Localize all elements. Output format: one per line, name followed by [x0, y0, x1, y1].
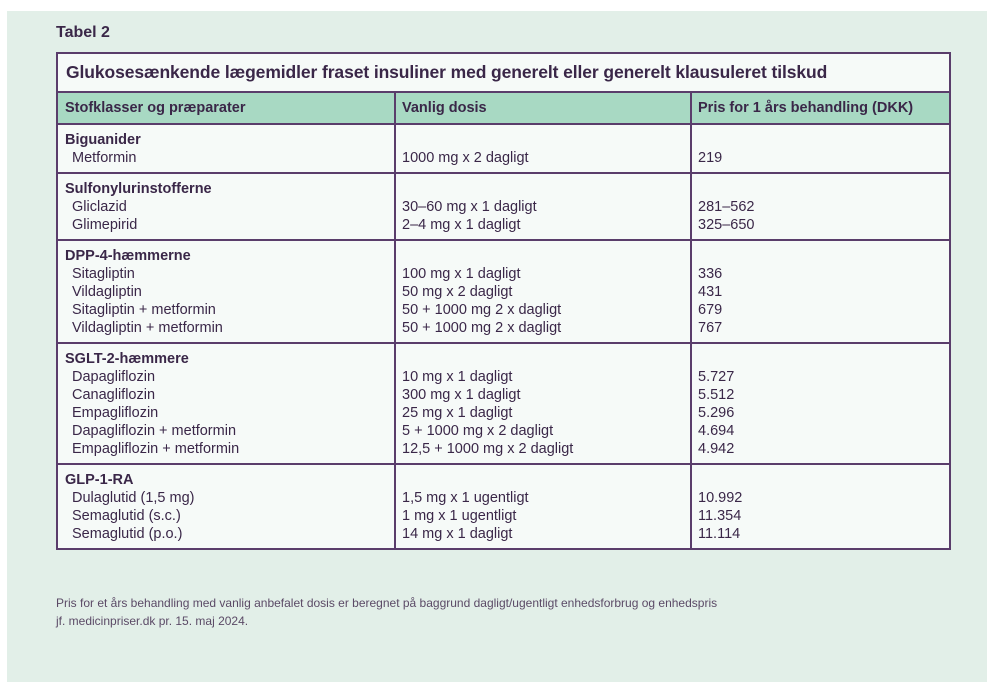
price-cell: 5.727 5.512 5.296 4.694 4.942 — [692, 344, 945, 463]
spacer — [402, 350, 690, 368]
drug-dose: 30–60 mg x 1 dagligt — [402, 199, 537, 215]
spacer — [402, 247, 690, 265]
table-header-row: Stofklasser og præparater Vanlig dosis P… — [58, 93, 949, 125]
table-group-row: GLP-1-RA Dulaglutid (1,5 mg) Semaglutid (s… — [58, 465, 949, 548]
drug-price: 5.512 — [698, 387, 735, 403]
drug-price: 5.727 — [698, 369, 735, 385]
drug-dose: 25 mg x 1 dagligt — [402, 405, 513, 421]
table-group-row: Biguanider Metformin 1000 mg x 2 dagligt 21… — [58, 125, 949, 174]
drug-price: 5.296 — [698, 405, 735, 421]
drug-price: 11.354 — [698, 508, 742, 524]
drug-name: Empagliflozin — [72, 405, 159, 421]
drug-class-name: DPP-4-hæmmerne — [65, 248, 191, 264]
drug-dose: 1,5 mg x 1 ugentligt — [402, 490, 529, 506]
spacer — [402, 180, 690, 198]
table-body: Biguanider Metformin 1000 mg x 2 dagligt 21… — [58, 125, 949, 548]
footnote-line-2: jf. medicinpriser.dk pr. 15. maj 2024. — [56, 614, 249, 628]
drug-class-name: Sulfonylurinstofferne — [65, 181, 212, 197]
drug-name: Sitagliptin + metformin — [72, 302, 216, 318]
price-cell: 336 431 679 767 — [692, 241, 945, 342]
drug-price: 679 — [698, 302, 723, 318]
price-cell: 281–562 325–650 — [692, 174, 945, 239]
drug-price: 325–650 — [698, 217, 755, 233]
spacer — [698, 471, 945, 489]
drug-name: Glimepirid — [72, 217, 138, 233]
drug-name: Vildagliptin — [72, 284, 142, 300]
table-group-row: Sulfonylurinstofferne Gliclazid Glimepirid… — [58, 174, 949, 241]
spacer — [698, 180, 945, 198]
drug-class-name: SGLT-2-hæmmere — [65, 351, 189, 367]
drug-price: 431 — [698, 284, 723, 300]
column-header-price: Pris for 1 års behandling (DKK) — [698, 100, 914, 116]
dose-cell: 10 mg x 1 dagligt 300 mg x 1 dagligt 25 mg… — [396, 344, 692, 463]
drug-dose: 5 + 1000 mg x 2 dagligt — [402, 423, 554, 439]
table-group-row: DPP-4-hæmmerne Sitagliptin Vildagliptin Sit… — [58, 241, 949, 344]
drug-dose: 50 + 1000 mg 2 x dagligt — [402, 320, 562, 336]
class-cell: GLP-1-RA Dulaglutid (1,5 mg) Semaglutid (s… — [58, 465, 396, 548]
drug-dose: 12,5 + 1000 mg x 2 dagligt — [402, 441, 574, 457]
class-cell: Sulfonylurinstofferne Gliclazid Glimepirid — [58, 174, 396, 239]
drug-dose: 100 mg x 1 dagligt — [402, 266, 521, 282]
drug-dose: 1000 mg x 2 dagligt — [402, 150, 529, 166]
dose-cell: 1000 mg x 2 dagligt — [396, 125, 692, 172]
drug-price: 767 — [698, 320, 723, 336]
drug-name: Gliclazid — [72, 199, 127, 215]
spacer — [402, 131, 690, 149]
drug-class-name: GLP-1-RA — [65, 472, 134, 488]
class-cell: SGLT-2-hæmmere Dapagliflozin Canagliflozin… — [58, 344, 396, 463]
drug-name: Semaglutid (s.c.) — [72, 508, 181, 524]
class-cell: DPP-4-hæmmerne Sitagliptin Vildagliptin Sit… — [58, 241, 396, 342]
spacer — [402, 471, 690, 489]
drug-price: 4.942 — [698, 441, 735, 457]
drug-table: Glukosesænkende lægemidler fraset insuli… — [56, 52, 951, 550]
drug-price: 281–562 — [698, 199, 755, 215]
drug-price: 219 — [698, 150, 723, 166]
column-header-class: Stofklasser og præparater — [58, 93, 396, 123]
drug-name: Dapagliflozin — [72, 369, 156, 385]
footnote-line-1: Pris for et års behandling med vanlig an… — [56, 596, 718, 610]
spacer — [698, 247, 945, 265]
drug-price: 10.992 — [698, 490, 743, 506]
class-cell: Biguanider Metformin — [58, 125, 396, 172]
drug-name: Metformin — [72, 150, 137, 166]
dose-cell: 1,5 mg x 1 ugentligt 1 mg x 1 ugentligt 14… — [396, 465, 692, 548]
drug-dose: 50 mg x 2 dagligt — [402, 284, 513, 300]
spacer — [698, 350, 945, 368]
drug-dose: 10 mg x 1 dagligt — [402, 369, 513, 385]
drug-dose: 300 mg x 1 dagligt — [402, 387, 521, 403]
content-panel: Tabel 2 Glukosesænkende lægemidler frase… — [7, 11, 987, 682]
drug-price: 336 — [698, 266, 723, 282]
drug-price: 11.114 — [698, 526, 741, 542]
drug-dose: 50 + 1000 mg 2 x dagligt — [402, 302, 562, 318]
drug-name: Sitagliptin — [72, 266, 135, 282]
drug-dose: 2–4 mg x 1 dagligt — [402, 217, 521, 233]
drug-name: Dulaglutid (1,5 mg) — [72, 490, 195, 506]
drug-name: Vildagliptin + metformin — [72, 320, 223, 336]
drug-class-name: Biguanider — [65, 132, 141, 148]
table-title: Glukosesænkende lægemidler fraset insuli… — [58, 54, 949, 93]
price-cell: 219 — [692, 125, 945, 172]
drug-name: Canagliflozin — [72, 387, 156, 403]
spacer — [698, 131, 945, 149]
column-header-dose: Vanlig dosis — [396, 93, 692, 123]
drug-dose: 1 mg x 1 ugentligt — [402, 508, 517, 524]
drug-name: Dapagliflozin + metformin — [72, 423, 237, 439]
table-label: Tabel 2 — [56, 24, 110, 41]
table-group-row: SGLT-2-hæmmere Dapagliflozin Canagliflozin… — [58, 344, 949, 465]
footnote: Pris for et års behandling med vanlig an… — [56, 594, 717, 630]
drug-name: Empagliflozin + metformin — [72, 441, 240, 457]
dose-cell: 100 mg x 1 dagligt 50 mg x 2 dagligt 50 + … — [396, 241, 692, 342]
price-cell: 10.992 11.354 11.114 — [692, 465, 945, 548]
drug-price: 4.694 — [698, 423, 735, 439]
dose-cell: 30–60 mg x 1 dagligt 2–4 mg x 1 dagligt — [396, 174, 692, 239]
drug-name: Semaglutid (p.o.) — [72, 526, 183, 542]
drug-dose: 14 mg x 1 dagligt — [402, 526, 513, 542]
